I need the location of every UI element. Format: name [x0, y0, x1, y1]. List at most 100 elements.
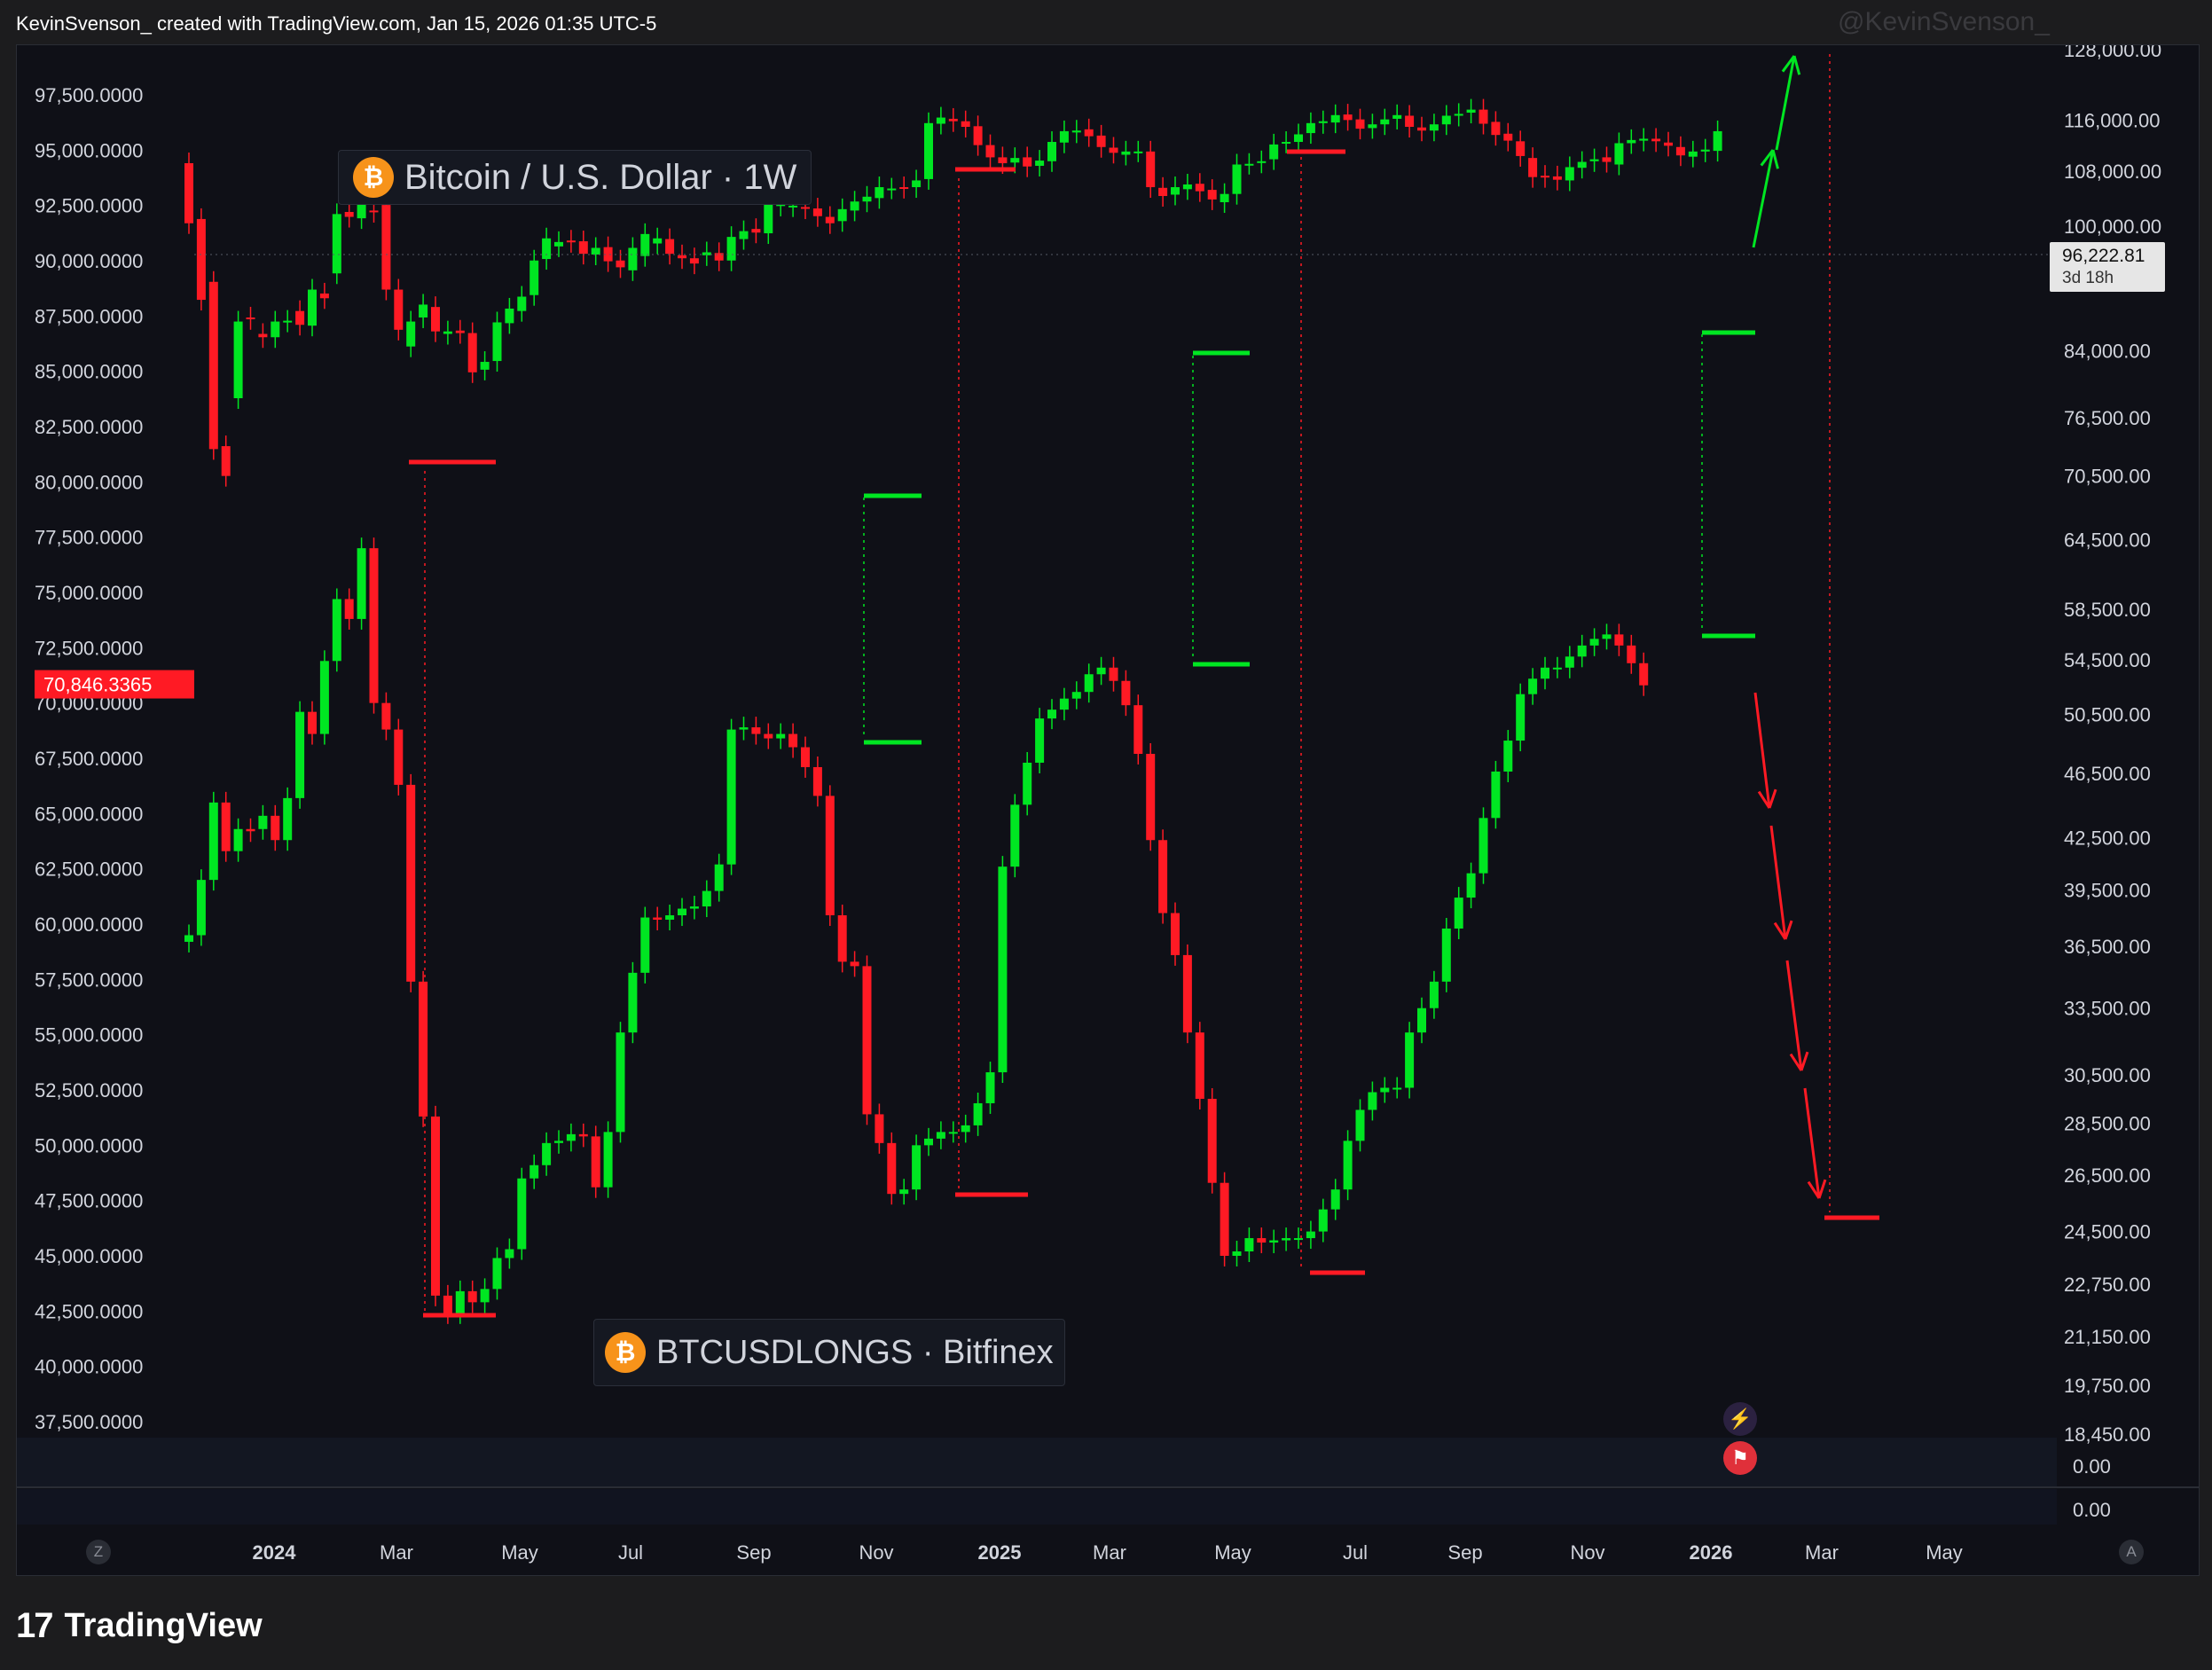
btcusd-candle[interactable] [419, 304, 428, 318]
btcusd-candle[interactable] [1343, 114, 1353, 121]
btcusdlongs-candle[interactable] [1541, 667, 1549, 679]
btcusd-candle[interactable] [1713, 130, 1722, 152]
btcusd-candle[interactable] [1182, 184, 1192, 190]
btcusdlongs-candle[interactable] [1023, 762, 1032, 805]
btcusd-candle[interactable] [702, 252, 711, 255]
btcusdlongs-candle[interactable] [825, 796, 835, 916]
btcusdlongs-candle[interactable] [258, 815, 268, 829]
btcusd-candle[interactable] [1023, 157, 1032, 167]
btcusdlongs-candle[interactable] [1343, 1141, 1353, 1190]
btcusdlongs-candle[interactable] [1010, 804, 1020, 867]
btcusd-candle[interactable] [899, 187, 909, 190]
btcusd-candle[interactable] [985, 145, 995, 158]
btcusd-candle[interactable] [1059, 130, 1069, 143]
btcusdlongs-candle[interactable] [1528, 678, 1538, 694]
btcusdlongs-candle[interactable] [912, 1145, 922, 1190]
btcusd-candle[interactable] [1084, 129, 1094, 137]
btcusd-candle[interactable] [1195, 184, 1204, 192]
us-flag-event-icon[interactable]: ⚑ [1723, 1441, 1757, 1475]
btcusdlongs-candle[interactable] [837, 915, 847, 962]
btcusdlongs-candle[interactable] [295, 711, 305, 798]
btcusd-candle[interactable] [394, 289, 404, 330]
btcusd-candle[interactable] [332, 214, 341, 274]
btcusd-candle[interactable] [1330, 114, 1340, 123]
zoom-toggle-button[interactable]: Z [86, 1540, 111, 1564]
btcusd-candle[interactable] [1257, 161, 1267, 163]
btcusdlongs-candle[interactable] [1257, 1238, 1267, 1243]
btcusd-candle[interactable] [406, 321, 416, 347]
btcusdlongs-candle[interactable] [246, 828, 255, 832]
btcusd-candle[interactable] [1602, 157, 1612, 162]
btcusdlongs-candle[interactable] [1232, 1251, 1242, 1256]
btcusd-candle[interactable] [653, 238, 663, 244]
btcusd-candle[interactable] [295, 310, 305, 325]
btcusdlongs-candle[interactable] [1109, 667, 1118, 681]
btcusdlongs-candle[interactable] [948, 1132, 958, 1134]
btcusd-candle[interactable] [1405, 115, 1415, 128]
btcusd-candle[interactable] [308, 289, 317, 326]
btcusdlongs-candle[interactable] [1441, 928, 1451, 982]
btcusd-candle[interactable] [1368, 124, 1377, 129]
btcusdlongs-candle[interactable] [875, 1114, 884, 1143]
btcusdlongs-candle[interactable] [467, 1290, 477, 1303]
btcusd-candle[interactable] [1627, 139, 1636, 144]
btcusdlongs-candle[interactable] [1454, 898, 1463, 929]
btcusd-candle[interactable] [542, 238, 552, 260]
btcusd-candle[interactable] [443, 331, 452, 334]
btcusdlongs-candle[interactable] [1269, 1240, 1279, 1243]
btcusdlongs-candle[interactable] [998, 866, 1008, 1073]
btcusdlongs-candle[interactable] [924, 1138, 933, 1146]
btcusd-candle[interactable] [751, 229, 761, 233]
btcusdlongs-candle[interactable] [1392, 1087, 1402, 1090]
btcusdlongs-candle[interactable] [492, 1258, 502, 1290]
btcusdlongs-candle[interactable] [603, 1132, 613, 1188]
btcusdlongs-candle[interactable] [1306, 1231, 1315, 1239]
btcusd-candle[interactable] [1454, 114, 1463, 116]
btcusd-candle[interactable] [529, 260, 539, 295]
btcusdlongs-candle[interactable] [455, 1290, 465, 1313]
btcusdlongs-candle[interactable] [887, 1142, 897, 1195]
btcusd-candle[interactable] [208, 281, 218, 450]
btcusd-candle[interactable] [812, 208, 822, 216]
btcusdlongs-candle[interactable] [1059, 698, 1069, 710]
btcusd-candle[interactable] [271, 321, 280, 338]
btcusdlongs-candle[interactable] [1158, 840, 1168, 913]
btcusd-candle[interactable] [1010, 158, 1020, 163]
btcusd-candle[interactable] [1035, 161, 1045, 166]
btcusd-candle[interactable] [369, 210, 379, 213]
main-series-legend[interactable]: ₿ Bitcoin / U.S. Dollar · 1W [338, 150, 812, 205]
btcusdlongs-candle[interactable] [1220, 1182, 1229, 1256]
btcusdlongs-candle[interactable] [1294, 1238, 1303, 1241]
btcusdlongs-candle[interactable] [566, 1133, 576, 1141]
btcusdlongs-candle[interactable] [1516, 694, 1526, 741]
btcusd-candle[interactable] [875, 187, 884, 199]
btcusd-candle[interactable] [837, 208, 847, 222]
btcusdlongs-candle[interactable] [1071, 692, 1081, 699]
btcusdlongs-candle[interactable] [1552, 667, 1562, 670]
btcusd-candle[interactable] [1516, 141, 1526, 156]
btcusd-candle[interactable] [603, 247, 613, 262]
btcusd-candle[interactable] [1552, 176, 1562, 180]
btcusdlongs-candle[interactable] [357, 548, 366, 619]
btcusd-candle[interactable] [1071, 130, 1081, 133]
btcusdlongs-candle[interactable] [1282, 1238, 1291, 1241]
btcusdlongs-candle[interactable] [653, 917, 663, 921]
btcusd-candle[interactable] [1528, 158, 1538, 177]
btcusdlongs-candle[interactable] [1589, 639, 1599, 646]
btcusdlongs-candle[interactable] [1466, 873, 1476, 898]
btcusd-candle[interactable] [961, 121, 970, 128]
btcusd-candle[interactable] [764, 202, 773, 234]
btcusdlongs-candle[interactable] [985, 1072, 995, 1103]
btcusd-candle[interactable] [1109, 147, 1118, 153]
btcusd-candle[interactable] [1380, 119, 1390, 125]
btcusdlongs-candle[interactable] [419, 981, 428, 1117]
btcusd-candle[interactable] [714, 253, 724, 261]
btcusdlongs-candle[interactable] [801, 747, 810, 767]
btcusd-candle[interactable] [1318, 121, 1328, 123]
btcusd-candle[interactable] [912, 180, 922, 188]
btcusdlongs-candle[interactable] [961, 1125, 970, 1133]
tradingview-footer[interactable]: 17 TradingView [16, 1603, 263, 1648]
btcusd-candle[interactable] [1158, 187, 1168, 197]
btcusd-candle[interactable] [776, 204, 786, 207]
btcusd-candle[interactable] [924, 122, 933, 179]
